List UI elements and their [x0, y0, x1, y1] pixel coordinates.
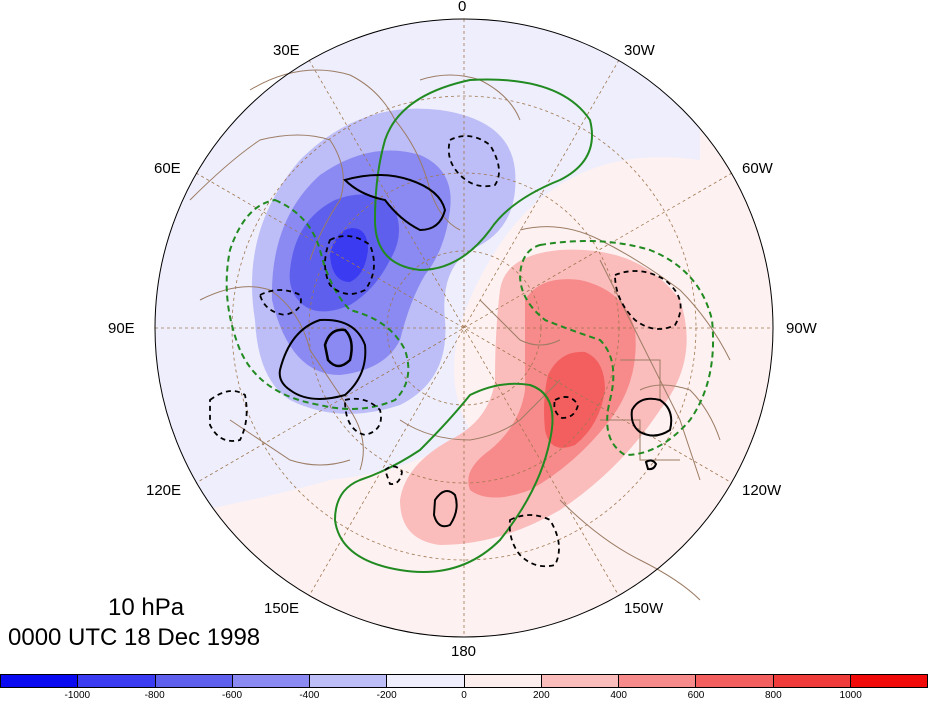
colorbar-swatch — [387, 675, 465, 687]
black-solid-contour-3 — [323, 328, 353, 368]
lon-label-150e: 150E — [264, 600, 300, 617]
green-solid-contour-pacific — [333, 382, 554, 573]
colorbar-tick-label: -200 — [376, 690, 397, 701]
black-contours — [209, 135, 682, 568]
colorbar-swatch — [78, 675, 156, 687]
colorbar-swatch — [850, 675, 927, 687]
lon-label-30w: 30W — [624, 42, 655, 59]
colorbar-swatch — [464, 675, 542, 687]
lon-label-60e: 60E — [154, 160, 181, 177]
lon-label-120e: 120E — [146, 482, 182, 499]
lon-label-120w: 120W — [742, 482, 782, 499]
lon-label-90e: 90E — [108, 320, 135, 337]
title-level: 10 hPa — [108, 594, 185, 621]
colorbar-swatch — [310, 675, 388, 687]
lon-label-150w: 150W — [624, 600, 664, 617]
colorbar-swatch — [773, 675, 851, 687]
colorbar-tick-label: -400 — [299, 690, 320, 701]
colorbar-tick-label: 400 — [610, 690, 627, 701]
colorbar — [0, 674, 928, 688]
green-contours — [225, 78, 715, 573]
black-dashed-contours — [209, 135, 682, 568]
black-solid-contour-5 — [432, 490, 458, 528]
shade-negative-800 — [330, 228, 368, 282]
colorbar-swatch — [619, 675, 697, 687]
colorbar-tick-label: 800 — [764, 690, 782, 701]
lon-label-60w: 60W — [742, 160, 773, 177]
green-solid-contour-atlantic — [373, 78, 593, 272]
meridian-gridlines — [155, 19, 773, 637]
colorbar-swatch — [696, 675, 774, 687]
colorbar-swatch — [541, 675, 619, 687]
globe-outline — [154, 18, 774, 638]
black-solid-contour-4 — [630, 397, 673, 437]
colorbar-swatch — [232, 675, 310, 687]
black-solid-contour-2 — [278, 318, 367, 400]
colorbar-tick-label: 1000 — [839, 690, 862, 701]
lon-label-180: 180 — [451, 643, 477, 660]
colorbar-swatch — [1, 675, 79, 687]
colorbar-tick-label: -600 — [221, 690, 243, 701]
green-dashed-contour-asia — [225, 198, 410, 410]
coastlines — [189, 69, 731, 601]
lon-label-0: 0 — [458, 0, 467, 15]
colorbar-swatch — [155, 675, 233, 687]
colorbar-tick-label: 600 — [687, 690, 705, 701]
colorbar-tick-label: -1000 — [64, 690, 91, 701]
colorbar-tick-label: -800 — [144, 690, 165, 701]
black-solid-contour-1 — [343, 174, 447, 232]
title-datetime: 0000 UTC 18 Dec 1998 — [8, 624, 261, 651]
lon-label-30e: 30E — [273, 42, 300, 59]
black-solid-contour-6 — [644, 459, 658, 471]
colorbar-tick-label: 200 — [532, 690, 550, 701]
colorbar-tick-label: 0 — [461, 690, 467, 701]
lon-label-90w: 90W — [786, 320, 817, 337]
